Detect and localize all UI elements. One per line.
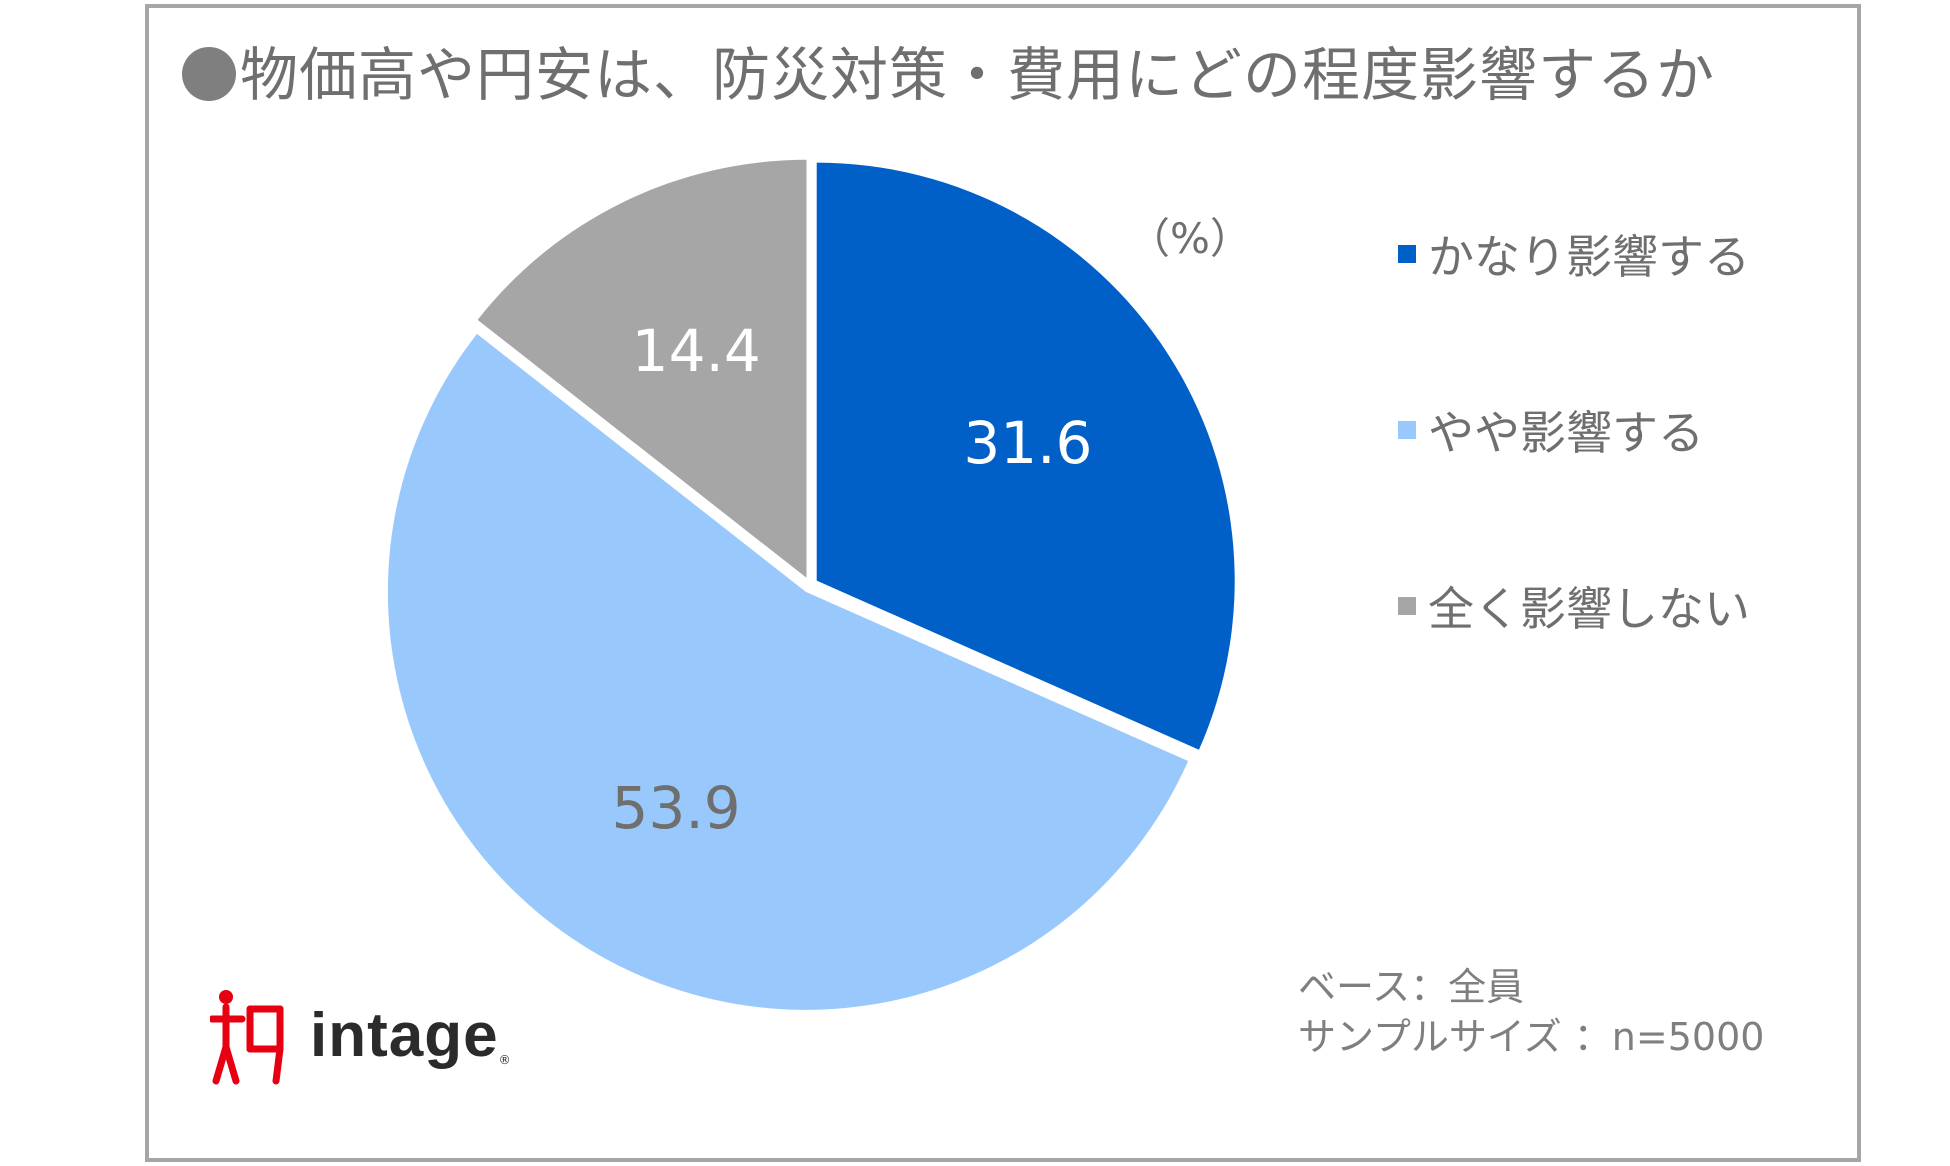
pie-slice (477, 159, 807, 578)
slice-value-label: 14.4 (632, 317, 761, 385)
intage-mark-icon (210, 990, 284, 1085)
legend-item: かなり影響する (1398, 225, 1750, 284)
legend-swatch (1398, 597, 1416, 615)
legend-label: かなり影響する (1428, 230, 1750, 284)
legend: かなり影響する やや影響する 全く影響しない (1398, 225, 1750, 753)
chart-title: 物価高や円安は、防災対策・費用にどの程度影響するか (240, 41, 1716, 109)
base-text: ベース：全員 (1298, 965, 1525, 1009)
slice-value-label: 31.6 (963, 409, 1092, 477)
title-bullet-icon (182, 47, 236, 101)
legend-item: 全く影響しない (1398, 577, 1750, 636)
unit-label: （%） (1128, 214, 1252, 263)
legend-item: やや影響する (1398, 401, 1750, 460)
chart-frame (145, 4, 1861, 1162)
intage-logo: intage ® (210, 985, 511, 1085)
slice-value-label: 53.9 (612, 774, 741, 842)
sample-size-text: サンプルサイズ ：n=5000 (1298, 1015, 1765, 1059)
registered-mark: ® (498, 1053, 511, 1067)
chart-title-row: 物価高や円安は、防災対策・費用にどの程度影響するか (182, 28, 1715, 112)
legend-swatch (1398, 421, 1416, 439)
legend-label: 全く影響しない (1428, 582, 1750, 636)
logo-word: intage (310, 1000, 499, 1070)
base-note: ベース：全員 サンプルサイズ ：n=5000 (1298, 962, 1764, 1062)
pie-slice (387, 333, 1189, 1010)
legend-swatch (1398, 245, 1416, 263)
legend-label: やや影響する (1428, 406, 1704, 460)
pie-slice (816, 162, 1235, 750)
